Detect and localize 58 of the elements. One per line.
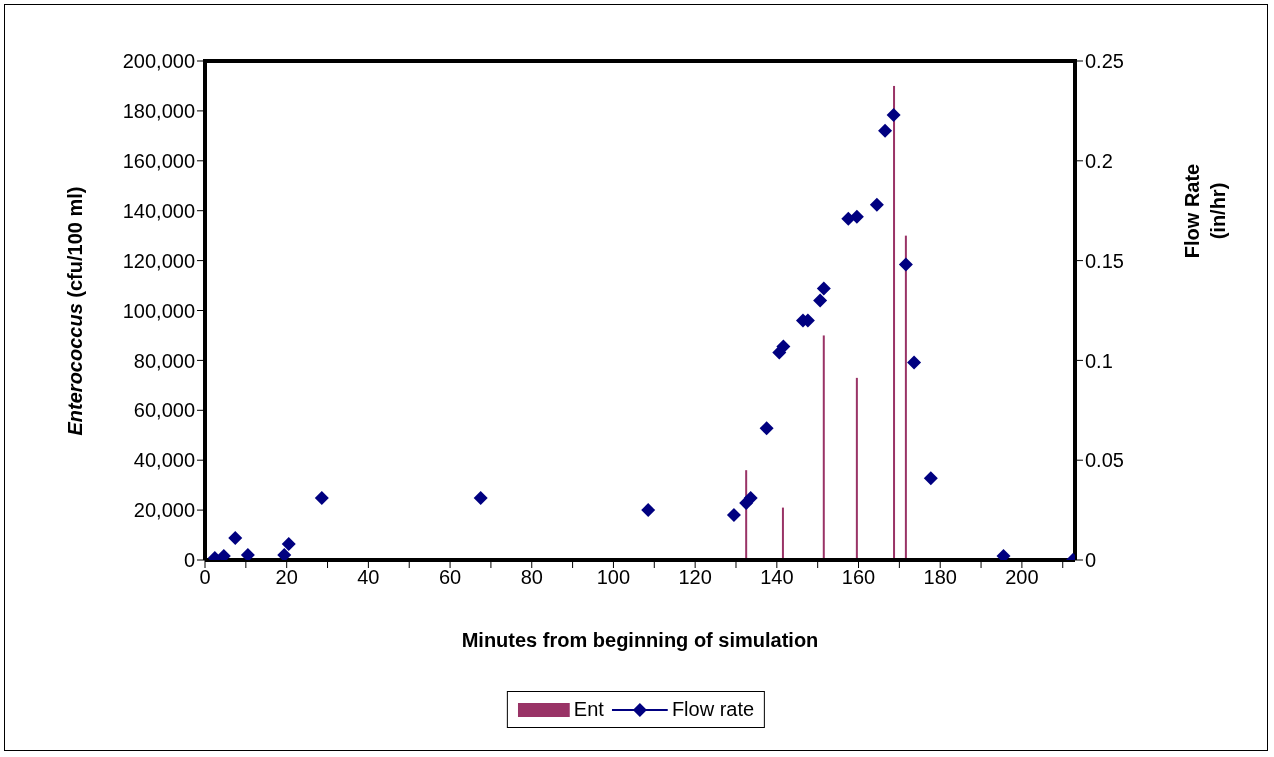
point: [849, 209, 864, 224]
point: [473, 491, 488, 506]
y2-tick-label: 0.2: [1085, 149, 1113, 172]
y-tick-label: 180,000: [122, 100, 195, 122]
point: [641, 503, 656, 518]
bar: [781, 507, 784, 560]
x-tick-label: 120: [678, 566, 712, 589]
point: [816, 281, 831, 296]
y2-tick-label: 0.05: [1085, 449, 1124, 472]
y-tick-label: 0: [183, 549, 195, 572]
legend-label: Ent: [573, 698, 604, 721]
x-tick-label: 100: [596, 566, 631, 589]
x-tick-label: 0: [199, 566, 211, 589]
point: [314, 491, 329, 506]
point: [759, 421, 774, 436]
bar: [855, 377, 858, 560]
x-tick-label: 80: [520, 566, 543, 589]
y-tick-label: 160,000: [122, 149, 195, 172]
point: [726, 508, 741, 523]
y2-axis-title: Flow Rate (in/hr): [1180, 163, 1230, 258]
point: [277, 548, 292, 560]
point: [878, 123, 893, 138]
point: [743, 491, 758, 506]
y-axis-title: Enterococcus (cfu/100 ml): [63, 186, 87, 435]
y-tick-label: 20,000: [133, 499, 195, 522]
point: [898, 257, 913, 272]
point: [923, 471, 938, 486]
x-tick-label: 200: [1005, 566, 1039, 589]
bar: [893, 85, 896, 560]
y2-tick-label: 0.1: [1085, 349, 1113, 372]
bar: [904, 235, 907, 560]
y-tick-label: 200,000: [122, 50, 195, 73]
y-tick-label: 140,000: [122, 199, 195, 222]
x-axis-title: Minutes from beginning of simulation: [461, 629, 819, 652]
x-tick-label: 160: [841, 566, 876, 589]
y2-tick-label: 0.25: [1085, 50, 1124, 73]
y-tick-label: 80,000: [133, 349, 195, 372]
point: [813, 293, 828, 308]
x-tick-label: 40: [357, 566, 380, 589]
y2-tick-label: 0: [1085, 549, 1097, 572]
point: [776, 339, 791, 354]
y2-tick-label: 0.15: [1085, 249, 1124, 272]
y-tick-label: 40,000: [133, 449, 195, 472]
x-tick-label: 20: [275, 566, 298, 589]
point: [869, 197, 884, 212]
legend-label: Flow rate: [671, 698, 755, 721]
y-tick-label: 100,000: [122, 299, 195, 322]
y-tick-label: 120,000: [122, 249, 195, 272]
point: [281, 537, 296, 552]
x-tick-label: 180: [923, 566, 957, 589]
point: [228, 531, 243, 546]
x-tick-label: 60: [438, 566, 462, 589]
point: [907, 355, 922, 370]
bar: [822, 335, 825, 560]
point: [886, 107, 901, 122]
x-tick-label: 140: [760, 566, 794, 589]
point: [240, 548, 255, 560]
y-tick-label: 60,000: [133, 399, 195, 422]
